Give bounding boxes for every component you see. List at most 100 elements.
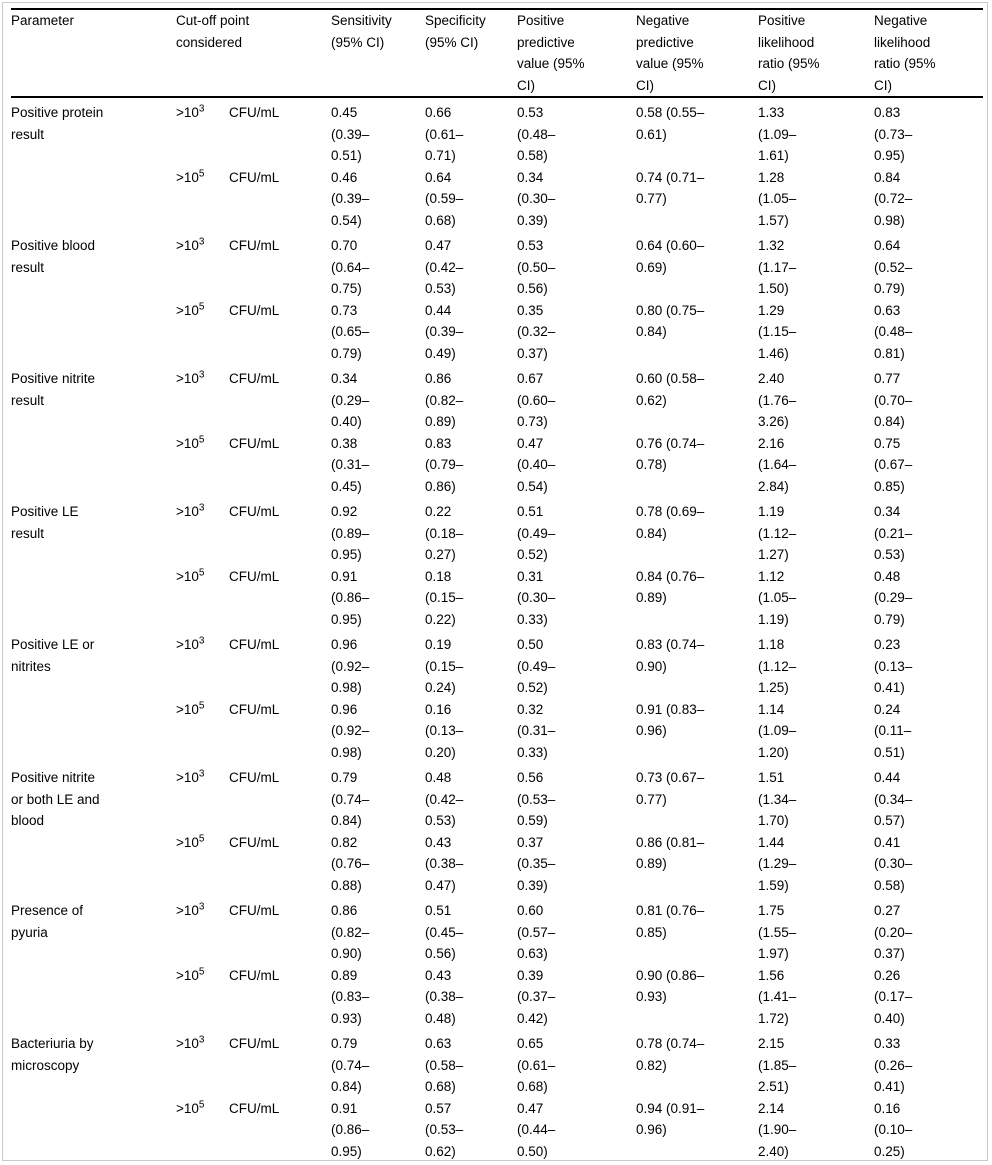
specificity-cell: 0.22 (0.18– 0.27) bbox=[425, 504, 464, 562]
parameter-cell: Positive protein result bbox=[11, 105, 104, 142]
ppv-cell: 0.60 (0.57– 0.63) bbox=[517, 903, 556, 961]
plr-cell: 1.33 (1.09– 1.61) bbox=[758, 105, 797, 163]
sensitivity-cell: 0.73 (0.65– 0.79) bbox=[331, 302, 370, 361]
sensitivity-cell: 0.89 (0.83– 0.93) bbox=[331, 967, 370, 1026]
nlr-cell: 0.23 (0.13– 0.41) bbox=[874, 637, 913, 695]
npv-cell: 0.94 (0.91– 0.96) bbox=[636, 1100, 705, 1138]
npv-cell: 0.74 (0.71– 0.77) bbox=[636, 169, 705, 207]
table-row: Positive nitrite result >103 CFU/mL 0.34 (0… bbox=[11, 364, 983, 433]
nlr-cell: 0.64 (0.52– 0.79) bbox=[874, 238, 913, 296]
table-row: Positive protein result >103 CFU/mL 0.45 (0… bbox=[11, 97, 983, 167]
table-row: >105 CFU/mL 0.82 (0.76– 0.88) 0.43 (0.38– 0… bbox=[11, 832, 983, 897]
cutoff-threshold: >10 bbox=[176, 435, 199, 451]
col-header-sensitivity: Sensitivity (95% CI) bbox=[331, 9, 426, 98]
table-row: Positive nitrite or both LE and blood >10… bbox=[11, 763, 983, 832]
specificity-cell: 0.66 (0.61– 0.71) bbox=[425, 105, 464, 163]
cutoff-cell: >105 bbox=[176, 300, 229, 365]
npv-cell: 0.90 (0.86– 0.93) bbox=[636, 967, 705, 1005]
cutoff-threshold: >10 bbox=[176, 105, 199, 120]
nlr-cell: 0.16 (0.10– 0.25) bbox=[874, 1100, 913, 1159]
ppv-cell: 0.65 (0.61– 0.68) bbox=[517, 1036, 556, 1094]
plr-cell: 1.28 (1.05– 1.57) bbox=[758, 169, 797, 228]
col-header-specificity: Specificity (95% CI) bbox=[425, 9, 518, 98]
cutoff-threshold: >10 bbox=[176, 770, 199, 785]
sensitivity-cell: 0.70 (0.64– 0.75) bbox=[331, 238, 370, 296]
cutoff-exponent: 3 bbox=[198, 768, 205, 780]
table-row: >105 CFU/mL 0.73 (0.65– 0.79) 0.44 (0.39– 0… bbox=[11, 300, 983, 365]
col-header-ppv: Positive predictive value (95% CI) bbox=[517, 9, 637, 98]
ppv-cell: 0.51 (0.49– 0.52) bbox=[517, 504, 556, 562]
table-row: >105 CFU/mL 0.91 (0.86– 0.95) 0.18 (0.15– 0… bbox=[11, 566, 983, 631]
specificity-cell: 0.19 (0.15– 0.24) bbox=[425, 637, 464, 695]
table-header: Parameter Cut-off point considered Sensi… bbox=[11, 9, 984, 98]
npv-cell: 0.73 (0.67– 0.77) bbox=[636, 770, 705, 807]
table-row: >105 CFU/mL 0.38 (0.31– 0.45) 0.83 (0.79– 0… bbox=[11, 433, 983, 498]
plr-cell: 1.19 (1.12– 1.27) bbox=[758, 504, 797, 562]
nlr-cell: 0.26 (0.17– 0.40) bbox=[874, 967, 913, 1026]
cutoff-exponent: 3 bbox=[198, 901, 205, 913]
npv-cell: 0.60 (0.58– 0.62) bbox=[636, 371, 705, 408]
diagnostic-accuracy-table: Parameter Cut-off point considered Sensi… bbox=[11, 8, 984, 1161]
cutoff-exponent: 5 bbox=[198, 301, 205, 312]
cutoff-threshold: >10 bbox=[176, 371, 199, 386]
specificity-cell: 0.64 (0.59– 0.68) bbox=[425, 169, 464, 228]
plr-cell: 1.56 (1.41– 1.72) bbox=[758, 967, 797, 1026]
header-row: Parameter Cut-off point considered Sensi… bbox=[11, 9, 984, 98]
nlr-cell: 0.63 (0.48– 0.81) bbox=[874, 302, 913, 361]
sensitivity-cell: 0.45 (0.39– 0.51) bbox=[331, 105, 370, 163]
ppv-cell: 0.39 (0.37– 0.42) bbox=[517, 967, 556, 1026]
ppv-cell: 0.34 (0.30– 0.39) bbox=[517, 169, 556, 228]
table-row: >105 CFU/mL 0.89 (0.83– 0.93) 0.43 (0.38– 0… bbox=[11, 965, 983, 1030]
parameter-cell: Positive LE result bbox=[11, 504, 79, 541]
nlr-cell: 0.34 (0.21– 0.53) bbox=[874, 504, 913, 562]
parameter-cell: Presence of pyuria bbox=[11, 903, 84, 940]
cutoff-unit-cell: CFU/mL bbox=[229, 435, 280, 451]
ppv-cell: 0.37 (0.35– 0.39) bbox=[517, 834, 556, 893]
cutoff-unit-cell: CFU/mL bbox=[229, 1036, 280, 1051]
nlr-cell: 0.33 (0.26– 0.41) bbox=[874, 1036, 913, 1094]
npv-cell: 0.78 (0.74– 0.82) bbox=[636, 1036, 705, 1073]
plr-cell: 1.29 (1.15– 1.46) bbox=[758, 302, 797, 361]
cutoff-threshold: >10 bbox=[176, 834, 199, 850]
plr-cell: 1.18 (1.12– 1.25) bbox=[758, 637, 797, 695]
cutoff-cell: >105 bbox=[176, 1098, 229, 1161]
cutoff-cell: >105 bbox=[176, 566, 229, 631]
cutoff-threshold: >10 bbox=[176, 967, 199, 983]
cutoff-exponent: 5 bbox=[198, 434, 205, 445]
sensitivity-cell: 0.38 (0.31– 0.45) bbox=[331, 435, 370, 494]
sensitivity-cell: 0.34 (0.29– 0.40) bbox=[331, 371, 370, 429]
table-row: >105 CFU/mL 0.91 (0.86– 0.95) 0.57 (0.53– 0… bbox=[11, 1098, 983, 1161]
specificity-cell: 0.44 (0.39– 0.49) bbox=[425, 302, 464, 361]
cutoff-threshold: >10 bbox=[176, 903, 199, 918]
table-body: Positive protein result >103 CFU/mL 0.45 (0… bbox=[11, 97, 983, 1161]
table-row: Positive blood result >103 CFU/mL 0.70 (0.6… bbox=[11, 231, 983, 300]
parameter-cell: Positive nitrite or both LE and blood bbox=[11, 770, 100, 828]
npv-cell: 0.84 (0.76– 0.89) bbox=[636, 568, 705, 606]
parameter-cell: Positive LE or nitrites bbox=[11, 637, 95, 674]
parameter-cell: Bacteriuria by microscopy bbox=[11, 1036, 94, 1073]
cutoff-unit-cell: CFU/mL bbox=[229, 770, 280, 785]
cutoff-cell: >103 bbox=[176, 630, 229, 699]
ppv-cell: 0.56 (0.53– 0.59) bbox=[517, 770, 556, 828]
cutoff-unit-cell: CFU/mL bbox=[229, 1100, 280, 1116]
nlr-cell: 0.27 (0.20– 0.37) bbox=[874, 903, 913, 961]
specificity-cell: 0.43 (0.38– 0.47) bbox=[425, 834, 464, 893]
specificity-cell: 0.63 (0.58– 0.68) bbox=[425, 1036, 464, 1094]
npv-cell: 0.81 (0.76– 0.85) bbox=[636, 903, 705, 940]
cutoff-exponent: 5 bbox=[198, 168, 205, 179]
parameter-cell: Positive blood result bbox=[11, 238, 96, 275]
nlr-cell: 0.41 (0.30– 0.58) bbox=[874, 834, 913, 893]
sensitivity-cell: 0.46 (0.39– 0.54) bbox=[331, 169, 370, 228]
cutoff-exponent: 3 bbox=[198, 103, 205, 115]
plr-cell: 2.15 (1.85– 2.51) bbox=[758, 1036, 797, 1094]
table-row: >105 CFU/mL 0.46 (0.39– 0.54) 0.64 (0.59– 0… bbox=[11, 167, 983, 232]
npv-cell: 0.83 (0.74– 0.90) bbox=[636, 637, 705, 674]
col-header-npv: Negative predictive value (95% CI) bbox=[636, 9, 759, 98]
cutoff-unit-cell: CFU/mL bbox=[229, 169, 280, 185]
cutoff-exponent: 3 bbox=[198, 502, 205, 514]
specificity-cell: 0.43 (0.38– 0.48) bbox=[425, 967, 464, 1026]
specificity-cell: 0.51 (0.45– 0.56) bbox=[425, 903, 464, 961]
cutoff-threshold: >10 bbox=[176, 637, 199, 652]
cutoff-unit-cell: CFU/mL bbox=[229, 637, 280, 652]
ppv-cell: 0.47 (0.40– 0.54) bbox=[517, 435, 556, 494]
